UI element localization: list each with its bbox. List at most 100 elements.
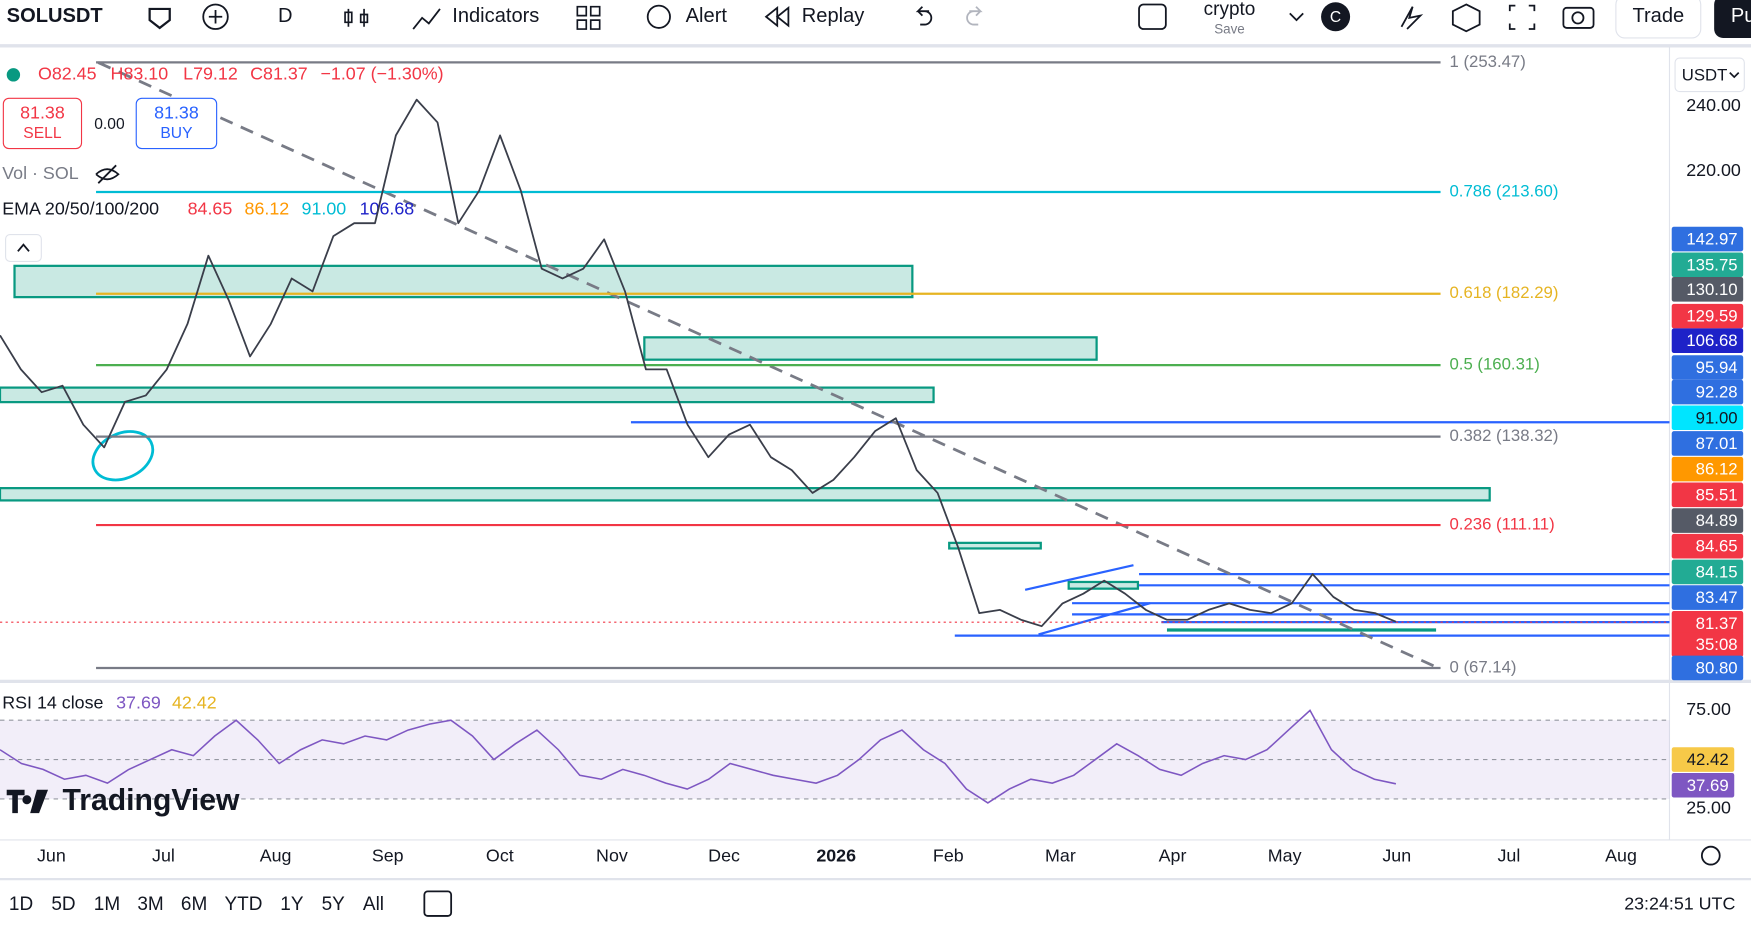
time-label: Apr xyxy=(1159,845,1187,865)
price-label-bg xyxy=(1671,277,1744,302)
fib-label: 0.382 (138.32) xyxy=(1449,426,1558,445)
currency-arrow xyxy=(1729,72,1740,79)
price-label-bg xyxy=(1671,431,1744,456)
time-label: Aug xyxy=(260,845,292,865)
publish-button[interactable]: Pu xyxy=(1731,5,1751,27)
settings-icon[interactable] xyxy=(1451,3,1481,33)
rsi-label-bg xyxy=(1671,772,1735,798)
ohlc-value: H83.10 xyxy=(111,64,169,84)
price-label-bg xyxy=(1671,533,1744,559)
sell-label[interactable]: SELL xyxy=(23,125,62,142)
favorite-icon[interactable] xyxy=(148,7,171,30)
rsi-label-bg xyxy=(1671,747,1735,772)
alert-button[interactable]: Alert xyxy=(686,5,728,27)
redo-icon[interactable] xyxy=(966,6,983,26)
range-button[interactable]: YTD xyxy=(224,894,262,915)
range-button[interactable]: 3M xyxy=(137,894,163,915)
fib-label: 0 (67.14) xyxy=(1449,657,1516,676)
time-label: Feb xyxy=(933,845,964,865)
price-label-bg xyxy=(1671,508,1744,533)
date-range-icon[interactable] xyxy=(423,890,453,917)
toolbar xyxy=(0,0,1751,45)
zone-box xyxy=(643,336,1098,361)
trade-button[interactable]: Trade xyxy=(1632,5,1684,27)
buy-label[interactable]: BUY xyxy=(160,125,193,142)
add-symbol-icon[interactable] xyxy=(202,3,229,30)
watermark: TradingView xyxy=(63,784,241,817)
price-label-bg xyxy=(1671,456,1744,482)
symbol[interactable]: SOLUSDT xyxy=(7,5,104,27)
range-button[interactable]: 1D xyxy=(9,894,33,915)
undo-icon[interactable] xyxy=(915,6,933,26)
price-layer: 240.00 220.00 1 (253.47) 0.786 (213.60) 0.61… xyxy=(0,52,1744,681)
time-label: Jun xyxy=(37,845,66,865)
currency-button[interactable] xyxy=(1674,57,1745,93)
clock: 23:24:51 UTC xyxy=(1624,893,1735,913)
price-label-bg xyxy=(1671,655,1744,681)
range-button[interactable]: 1M xyxy=(94,894,120,915)
ohlc-value: −1.07 (−1.30%) xyxy=(320,64,443,84)
ema-value: 106.68 xyxy=(360,199,415,219)
fib-label: 0.236 (111.11) xyxy=(1449,514,1554,533)
collapse-icon xyxy=(17,243,30,252)
status-dot xyxy=(6,68,21,82)
ema-value: 84.65 xyxy=(188,199,233,219)
buy-button-bg[interactable] xyxy=(135,97,218,150)
replay-button[interactable]: Replay xyxy=(802,5,865,27)
buy-price[interactable]: 81.38 xyxy=(154,103,199,123)
fib-label: 0.5 (160.31) xyxy=(1449,355,1539,374)
publish-button-bg[interactable] xyxy=(1714,0,1751,38)
channel-line xyxy=(1024,564,1134,591)
avatar[interactable] xyxy=(1321,2,1351,32)
sell-button-bg[interactable] xyxy=(2,97,83,150)
quick-search-icon[interactable] xyxy=(1400,6,1424,30)
layout-menu-arrow[interactable] xyxy=(1289,12,1304,22)
time-label: Oct xyxy=(486,845,514,865)
range-button[interactable]: 5Y xyxy=(322,894,346,915)
axis-settings-icon[interactable] xyxy=(1700,845,1721,866)
price-label: 83.47 xyxy=(1696,588,1738,607)
interval[interactable]: D xyxy=(278,5,293,27)
layout-name[interactable]: crypto xyxy=(1204,0,1256,20)
price-label-bg xyxy=(1671,559,1744,585)
logo-mark xyxy=(6,789,49,814)
price-label: 86.12 xyxy=(1696,460,1738,479)
avatar-letter: C xyxy=(1330,9,1341,26)
price-label-bg xyxy=(1671,405,1744,431)
rsi-line xyxy=(0,709,1397,804)
range-button[interactable]: 5D xyxy=(51,894,75,915)
snapshot-icon[interactable] xyxy=(1562,6,1595,29)
save-label[interactable]: Save xyxy=(1214,22,1245,37)
time-label: Aug xyxy=(1605,845,1637,865)
ohlc-value: C81.37 xyxy=(250,64,308,84)
price-label: 142.97 xyxy=(1686,230,1737,249)
zone-box xyxy=(1067,580,1140,590)
indicators-button[interactable]: Indicators xyxy=(452,5,539,27)
indicators-icon[interactable] xyxy=(412,8,441,30)
zone-box xyxy=(948,541,1042,550)
chart-type-icon[interactable] xyxy=(344,8,369,27)
y-tick-label: 220.00 xyxy=(1686,160,1741,180)
range-button[interactable]: 6M xyxy=(181,894,207,915)
collapse-button[interactable] xyxy=(5,234,42,262)
price-label-bg xyxy=(1671,632,1744,657)
fullscreen-icon[interactable] xyxy=(1508,4,1536,30)
replay-icon[interactable] xyxy=(764,5,790,28)
sell-price[interactable]: 81.38 xyxy=(20,103,65,123)
zone-box xyxy=(0,487,1491,502)
price-label: 95.94 xyxy=(1696,358,1738,377)
trade-button-bg[interactable] xyxy=(1615,0,1702,39)
range-button[interactable]: 1Y xyxy=(280,894,304,915)
price-label-bg xyxy=(1671,379,1744,405)
range-button[interactable]: All xyxy=(363,894,384,915)
price-label: 92.28 xyxy=(1696,383,1738,402)
templates-icon[interactable] xyxy=(576,5,601,30)
layout-icon[interactable] xyxy=(1138,3,1167,30)
fib-label: 1 (253.47) xyxy=(1449,52,1525,71)
currency[interactable]: USDT xyxy=(1682,65,1728,84)
ohlc-legend: O82.45 H83.10 L79.12 C81.37 −1.07 (−1.30%) xyxy=(38,64,444,84)
hide-icon[interactable] xyxy=(95,164,120,184)
alert-icon[interactable] xyxy=(646,4,671,29)
price-line xyxy=(0,98,1397,628)
y-tick-label: 240.00 xyxy=(1686,95,1741,115)
